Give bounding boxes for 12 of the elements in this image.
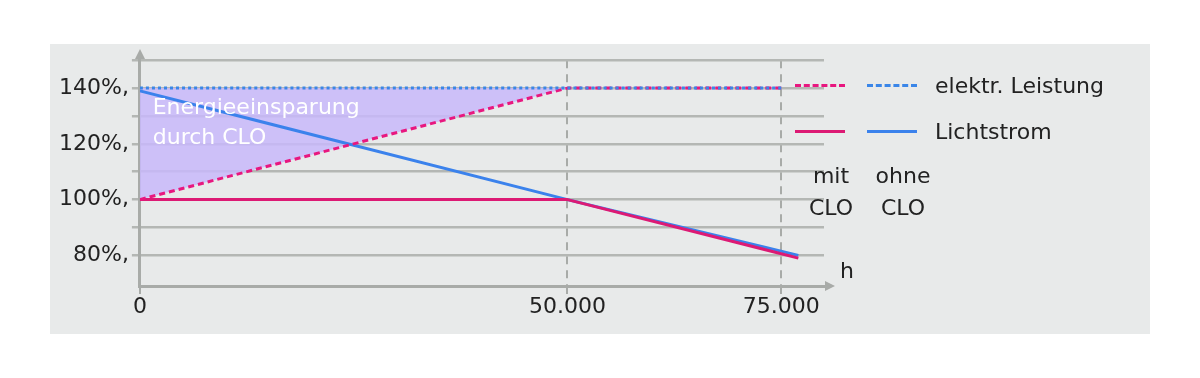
annotation: mit CLO	[807, 162, 855, 222]
legend-label: Lichtstrom	[935, 118, 1052, 144]
x-axis-title: h	[840, 257, 854, 285]
legend-label: elektr. Leistung	[935, 72, 1105, 98]
x-tick-label: 50.000	[528, 292, 606, 318]
y-tick-label: 100%,	[59, 185, 129, 211]
x-tick-label: 0	[132, 292, 147, 318]
text: ohne CLO	[874, 162, 932, 222]
y-tick-label: 120%,	[59, 129, 129, 155]
y-tick-label: 140%,	[59, 73, 129, 99]
x-tick-label: 75.000	[742, 292, 820, 318]
y-tick-label: 80%,	[72, 241, 129, 267]
